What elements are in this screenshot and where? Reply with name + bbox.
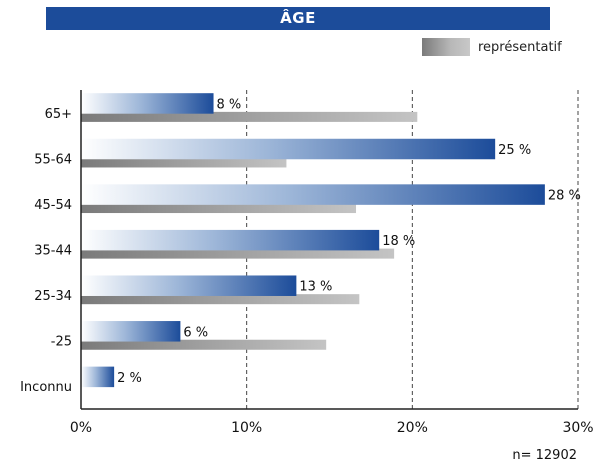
x-tick-label-0: 0% bbox=[70, 420, 92, 436]
age-bar-6 bbox=[81, 366, 115, 388]
age-bar-0 bbox=[81, 93, 214, 114]
age-bar-3 bbox=[81, 229, 380, 251]
age-bar-1 bbox=[81, 138, 496, 160]
value-label-5: 6 % bbox=[183, 325, 208, 340]
representative-bar-2 bbox=[81, 203, 357, 214]
chart-title: ÂGE bbox=[46, 7, 550, 30]
legend-label-representatif: représentatif bbox=[478, 39, 562, 55]
legend-swatch-representatif bbox=[422, 38, 470, 56]
age-bar-2 bbox=[81, 184, 545, 205]
value-label-6: 2 % bbox=[117, 371, 142, 386]
value-label-2: 28 % bbox=[548, 189, 581, 204]
age-bar-5 bbox=[81, 321, 181, 342]
category-label-6: Inconnu bbox=[20, 380, 72, 395]
legend: représentatif bbox=[422, 37, 562, 57]
representative-bar-3 bbox=[81, 248, 395, 259]
category-label-1: 55-64 bbox=[34, 152, 72, 167]
category-label-3: 35-44 bbox=[34, 244, 72, 259]
value-label-0: 8 % bbox=[217, 97, 242, 112]
age-bar-4 bbox=[81, 275, 297, 296]
sample-size-note: n= 12902 bbox=[512, 448, 577, 463]
value-label-3: 18 % bbox=[382, 234, 415, 249]
category-label-2: 45-54 bbox=[34, 198, 72, 213]
category-label-4: 25-34 bbox=[34, 289, 72, 304]
value-label-1: 25 % bbox=[498, 143, 531, 158]
value-label-4: 13 % bbox=[299, 280, 332, 295]
x-tick-label-20: 20% bbox=[397, 420, 428, 436]
x-tick-label-30: 30% bbox=[562, 420, 593, 436]
x-tick-label-10: 10% bbox=[231, 420, 262, 436]
representative-bar-4 bbox=[81, 294, 360, 305]
category-label-5: -25 bbox=[51, 335, 72, 350]
representative-bar-5 bbox=[81, 339, 327, 350]
representative-bar-0 bbox=[81, 111, 418, 122]
representative-bar-1 bbox=[81, 157, 287, 168]
category-label-0: 65+ bbox=[45, 107, 72, 122]
